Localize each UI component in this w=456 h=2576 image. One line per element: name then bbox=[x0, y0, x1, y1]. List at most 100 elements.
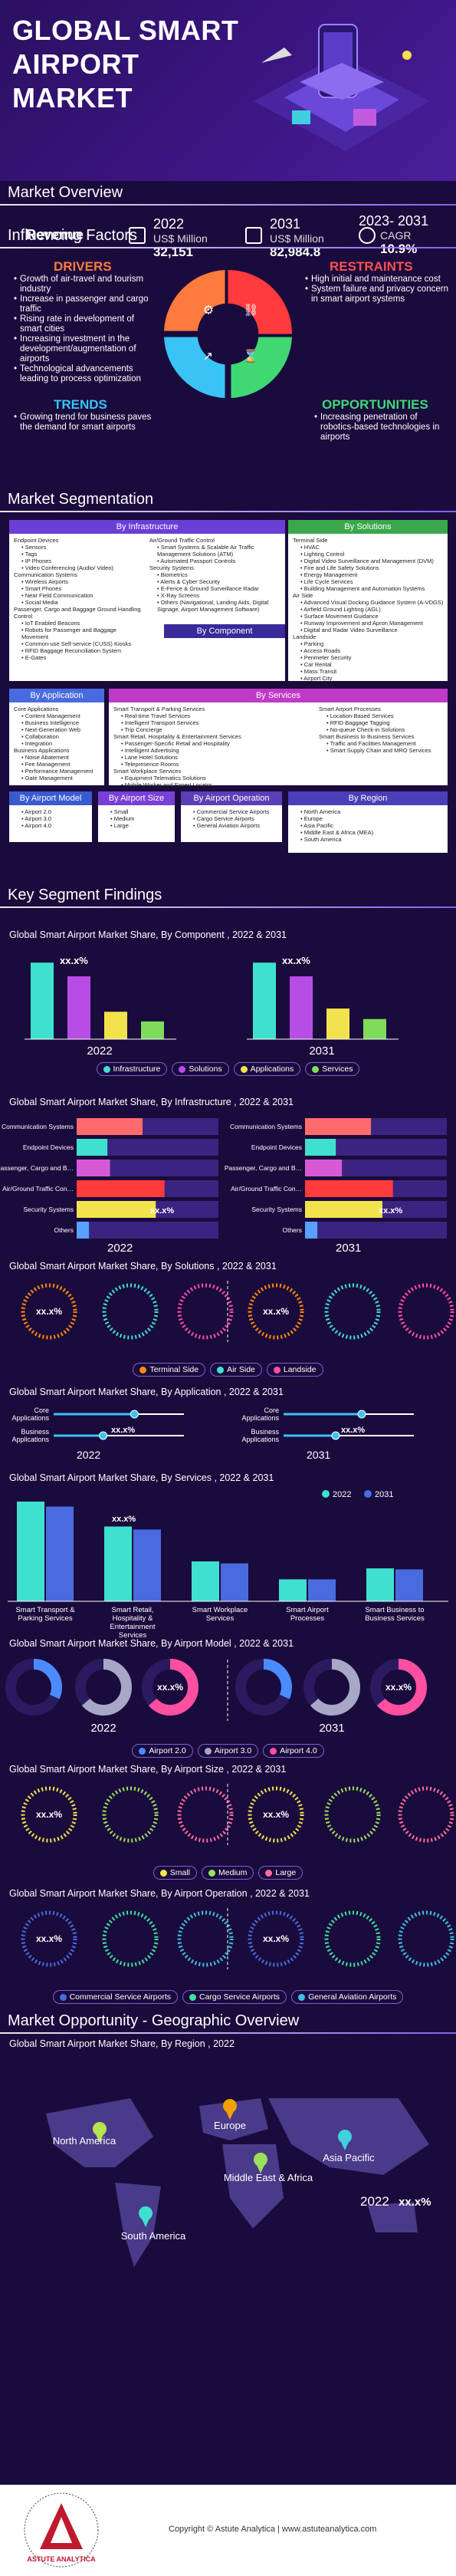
bar bbox=[305, 1201, 382, 1218]
seg-list-item: • HVAC bbox=[300, 544, 320, 551]
seg-list-item: • E-Fence & Ground Surveillance Radar bbox=[157, 585, 259, 592]
seg-box-operation bbox=[181, 805, 282, 842]
category-label: Smart Workplace bbox=[192, 1606, 248, 1614]
category-label: Security Systems bbox=[251, 1206, 302, 1213]
geo-section: Market Opportunity - Geographic Overview… bbox=[0, 2009, 456, 2286]
divider bbox=[0, 906, 456, 908]
section-title-overview: Market Overview bbox=[8, 184, 123, 201]
legend-item: General Aviation Airports bbox=[291, 1990, 404, 2004]
data-label: xx.x% bbox=[36, 1306, 62, 1317]
restraints-list: High initial and maintenance cost System… bbox=[305, 275, 451, 304]
chart-icon bbox=[359, 227, 376, 244]
link-icon: ⛓ bbox=[243, 304, 258, 317]
region-label: South America bbox=[121, 2230, 186, 2242]
data-label: xx.x% bbox=[60, 955, 88, 966]
donut-ring bbox=[324, 1283, 381, 1340]
category-label: Communication Systems bbox=[230, 1123, 302, 1130]
seg-list-item: Smart Transport & Parking Services bbox=[113, 706, 205, 712]
seg-list-item: • Video Conferencing (Audio/ Video) bbox=[21, 564, 113, 571]
seg-list-item: • Solutions bbox=[176, 648, 204, 655]
page-title: GLOBAL SMART AIRPORT MARKET bbox=[12, 14, 238, 115]
copyright-text: Copyright © Astute Analytica | www.astut… bbox=[169, 2525, 377, 2534]
list-item: Growth of air-travel and tourism industr… bbox=[14, 275, 152, 294]
seg-list-item: • Trip Concierge bbox=[121, 726, 162, 733]
category-label: Smart Retail, bbox=[112, 1606, 154, 1614]
seg-list-item: Air/Ground Traffic Control bbox=[149, 537, 215, 544]
seg-list-item: • Business Intelligence bbox=[21, 719, 80, 726]
factors-area: DRIVERS Growth of air-travel and tourism… bbox=[0, 253, 456, 483]
seg-list-item: • Middle East & Africa (MEA) bbox=[300, 829, 374, 836]
location-pin-icon bbox=[256, 2163, 265, 2173]
chart-legend: Terminal Side Air Side Landside bbox=[0, 1363, 456, 1377]
seg-list-item: • Intelligent Advertising bbox=[121, 747, 179, 754]
donut-segment bbox=[142, 1659, 198, 1716]
category-label: Others bbox=[282, 1226, 302, 1234]
location-pin-icon bbox=[338, 2130, 352, 2143]
section-title-geo: Market Opportunity - Geographic Overview bbox=[8, 2012, 300, 2029]
astute-analytica-logo: ASTUTE ANALYTICA bbox=[24, 2492, 99, 2568]
category-label: Air/Ground Traffic Con… bbox=[231, 1185, 302, 1193]
influencing-factors-section: Influencing Factors DRIVERS Growth of ai… bbox=[0, 224, 456, 483]
seg-list-item: Core Applications bbox=[14, 706, 59, 712]
data-label: xx.x% bbox=[36, 1933, 62, 1944]
category-label: Business bbox=[251, 1428, 279, 1436]
region-label: Europe bbox=[214, 2120, 246, 2131]
category-label: Passenger, Cargo and B… bbox=[0, 1164, 74, 1172]
seg-list-item: • Robots for Passenger and Baggage Movem… bbox=[21, 627, 116, 640]
legend-item: Airport 2.0 bbox=[132, 1744, 193, 1758]
bar bbox=[305, 1118, 372, 1135]
bar bbox=[77, 1160, 110, 1176]
geo-subtitle: Global Smart Airport Market Share, By Re… bbox=[9, 2038, 235, 2049]
world-map: North America Europe Middle East & Africa A… bbox=[46, 2098, 431, 2267]
bar bbox=[363, 1018, 386, 1039]
location-pin-icon bbox=[225, 2110, 235, 2120]
overview-year: 2031 bbox=[270, 216, 301, 232]
legend-label: Large bbox=[275, 1868, 297, 1877]
group-label: 2031 bbox=[336, 1242, 361, 1255]
trends-heading: TRENDS bbox=[54, 397, 107, 412]
data-label: xx.x% bbox=[282, 955, 310, 966]
bar bbox=[77, 1201, 156, 1218]
seg-list-item: • Small bbox=[110, 808, 129, 815]
legend-label: Airport 4.0 bbox=[280, 1746, 317, 1755]
data-label: xx.x% bbox=[263, 1809, 289, 1820]
airport-model-donut-chart: xx.x% xx.x% 2022 2031 bbox=[5, 1659, 427, 1735]
seg-list-item: • Mass Transit bbox=[300, 668, 337, 675]
legend-swatch bbox=[273, 1366, 280, 1374]
slider-knob bbox=[99, 1431, 108, 1440]
donut-ring bbox=[102, 1910, 159, 1967]
seg-list-item: • Equipment Telematics Solutions bbox=[121, 775, 206, 781]
group-label: 2031 bbox=[319, 1722, 344, 1735]
location-pin-icon bbox=[95, 2133, 104, 2143]
seg-list-item: • Europe bbox=[300, 815, 323, 822]
slider-knob bbox=[331, 1431, 340, 1440]
legend-swatch bbox=[322, 1490, 330, 1498]
group-label: 2022 bbox=[87, 1045, 112, 1058]
seg-list-item: • General Aviation Airports bbox=[193, 822, 261, 829]
seg-list-item: Smart Airport Processes bbox=[319, 706, 381, 712]
legend-label: Small bbox=[169, 1868, 191, 1877]
group-label: 2031 bbox=[309, 1045, 334, 1058]
group-label: 2022 bbox=[77, 1449, 100, 1461]
opportunities-list: Increasing penetration of robotics-based… bbox=[314, 413, 452, 442]
airport-operation-donut-chart: xx.x% xx.x% bbox=[21, 1908, 454, 1969]
seg-list-item: • Airport 3.0 bbox=[21, 815, 51, 822]
category-label: Services bbox=[206, 1614, 235, 1623]
seg-head-region: By Region bbox=[288, 791, 448, 805]
legend-swatch bbox=[298, 1993, 306, 2001]
seg-list-item: Communication Systems bbox=[14, 571, 77, 578]
bar bbox=[133, 1529, 161, 1601]
seg-head-component: By Component bbox=[164, 624, 285, 638]
market-segmentation-section: Market Segmentation By Infrastructure En… bbox=[0, 488, 456, 1031]
seg-list-item: • Collaboration bbox=[21, 733, 59, 740]
bar bbox=[395, 1569, 423, 1601]
category-label: Air/Ground Traffic Con… bbox=[2, 1185, 74, 1193]
legend-label: Medium bbox=[218, 1868, 248, 1877]
seg-list-item: • Digital and Radar Video Surveillance bbox=[300, 627, 398, 633]
list-item: High initial and maintenance cost bbox=[305, 275, 451, 285]
legend-item: Small bbox=[153, 1866, 198, 1880]
seg-list-item: • Advanced Visual Docking Guidance Syste… bbox=[300, 599, 444, 606]
donut-ring bbox=[248, 1786, 304, 1843]
legend-label: Infrastructure bbox=[113, 1064, 161, 1074]
header: GLOBAL SMART AIRPORT MARKET bbox=[0, 0, 456, 181]
